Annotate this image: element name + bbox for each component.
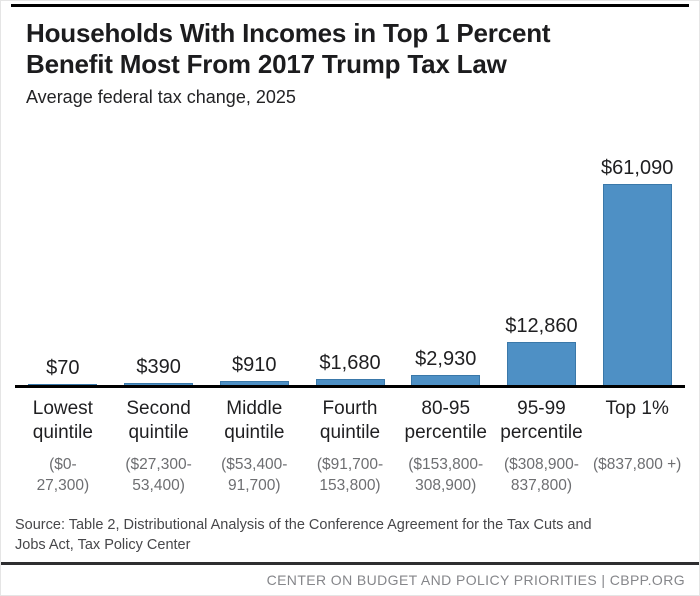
bar-value-label: $12,860 — [505, 315, 578, 338]
bar-chart: $70 $390 $910 $1,680 $2,930 $12,860 $61,090 Lo… — [1, 152, 699, 496]
x-axis-line — [15, 385, 685, 389]
bar — [602, 184, 672, 386]
category-label: Lowest quintile — [32, 398, 93, 444]
category-labels-row: Lowest quintile Second quintile Middle qui… — [15, 397, 685, 445]
bar-value-label: $1,680 — [319, 351, 381, 374]
category-label: Second quintile — [126, 398, 191, 444]
bar-value-label: $61,090 — [601, 157, 674, 180]
income-range-label: ($91,700- 153,800) — [316, 456, 384, 494]
chart-title: Households With Incomes in Top 1 Percent… — [26, 18, 551, 79]
bar-column: $390 — [111, 356, 207, 386]
category-label: Fourth quintile — [319, 398, 381, 444]
bar — [315, 378, 385, 386]
income-range-label: ($27,300- 53,400) — [125, 456, 192, 494]
income-range-label: ($837,800 +) — [593, 456, 682, 474]
bar-column: $2,930 — [398, 348, 494, 386]
income-range-label: ($53,400- 91,700) — [221, 456, 288, 494]
bar — [506, 342, 576, 386]
category-label: Middle quintile — [224, 398, 285, 444]
chart-header: Households With Incomes in Top 1 Percent… — [1, 1, 699, 108]
bar-column: $70 — [15, 357, 111, 386]
bar-value-label: $390 — [136, 356, 181, 379]
top-rule — [11, 4, 689, 7]
bar — [219, 381, 289, 386]
category-label: 80-95 percentile — [404, 398, 487, 444]
bar-column: $12,860 — [494, 315, 590, 386]
bar — [28, 384, 98, 386]
bar-value-label: $2,930 — [415, 347, 477, 370]
chart-subtitle: Average federal tax change, 2025 — [26, 87, 296, 108]
category-label: Top 1% — [605, 398, 669, 420]
income-range-label: ($0- 27,300) — [36, 456, 90, 494]
bar — [124, 383, 194, 386]
bar-value-label: $910 — [232, 354, 277, 377]
bar-column: $61,090 — [589, 157, 685, 386]
bar-column: $1,680 — [302, 352, 398, 386]
income-range-label: ($153,800- 308,900) — [408, 456, 484, 494]
income-range-labels-row: ($0- 27,300) ($27,300- 53,400) ($53,400- 9… — [15, 455, 685, 496]
category-label: 95-99 percentile — [500, 398, 583, 444]
income-range-label: ($308,900- 837,800) — [503, 456, 579, 494]
source-note: Source: Table 2, Distributional Analysis… — [15, 517, 592, 553]
bar-column: $910 — [206, 354, 302, 386]
plot-area: $70 $390 $910 $1,680 $2,930 $12,860 $61,090 — [15, 152, 685, 386]
branding-footer: CENTER ON BUDGET AND POLICY PRIORITIES |… — [266, 572, 685, 588]
bar — [411, 374, 481, 386]
footer-divider — [1, 562, 699, 565]
bar-value-label: $70 — [46, 357, 80, 380]
